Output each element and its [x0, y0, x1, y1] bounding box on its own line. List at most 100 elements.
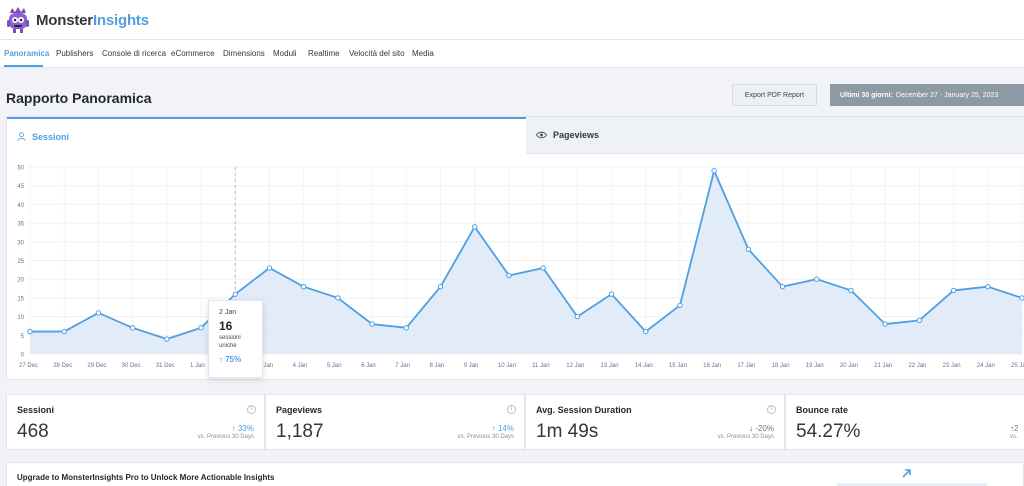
tooltip-value: 16 — [219, 319, 233, 333]
nav-item-panoramica[interactable]: Panoramica — [4, 49, 50, 58]
x-tick-label: 4 Jan — [293, 363, 308, 369]
stat-change-value: 2 — [1014, 424, 1019, 433]
x-tick-label: 11 Jan — [532, 363, 550, 369]
report-nav: Panoramica Publishers Console di ricerca… — [0, 40, 1024, 68]
nav-item-realtime[interactable]: Realtime — [308, 49, 340, 58]
stats-row: Sessioni 468 i ↑ 33% vs. Previous 30 Day… — [6, 394, 1024, 450]
x-tick-label: 31 Dec — [156, 363, 175, 369]
upgrade-banner: Upgrade to MonsterInsights Pro to Unlock… — [6, 462, 1024, 486]
y-tick-label: 20 — [17, 278, 24, 284]
page-title: Rapporto Panoramica — [6, 90, 152, 106]
tab-pageviews-label: Pageviews — [553, 130, 600, 140]
x-tick-label: 14 Jan — [635, 363, 653, 369]
date-range-dates: December 27 - January 25, 2023 — [895, 91, 999, 99]
tooltip-change: ↑ 75% — [219, 355, 242, 364]
nav-item-console-di-ricerca[interactable]: Console di ricerca — [102, 49, 167, 58]
stat-change-value: 33% — [237, 424, 254, 433]
x-tick-label: 24 Jan — [977, 363, 995, 369]
chart-tooltip: 2 Jan 16 sessioni uniche ↑ 75% — [208, 300, 263, 378]
data-point — [266, 265, 273, 271]
tab-pageviews[interactable]: Pageviews — [526, 117, 1024, 154]
export-pdf-button[interactable]: Export PDF Report — [732, 84, 817, 106]
nav-item-moduli[interactable]: Moduli — [273, 49, 297, 58]
info-icon[interactable]: i — [247, 405, 256, 414]
y-tick-label: 0 — [21, 353, 25, 359]
stat-value: 1,187 — [276, 421, 324, 442]
tab-sessions[interactable]: Sessioni — [7, 117, 526, 154]
upgrade-text[interactable]: Upgrade to MonsterInsights Pro to Unlock… — [17, 473, 275, 482]
upgrade-illustration — [837, 483, 987, 486]
tab-sessions-label: Sessioni — [32, 131, 70, 142]
stat-label: Pageviews — [276, 405, 323, 415]
stat-change-value: -20% — [755, 424, 774, 433]
x-tick-label: 27 Dec — [19, 363, 38, 369]
nav-item-media[interactable]: Media — [412, 49, 434, 58]
data-point — [677, 302, 683, 309]
x-tick-label: 12 Jan — [566, 363, 584, 369]
x-tick-label: 30 Dec — [122, 363, 141, 369]
stat-value: 468 — [17, 421, 49, 442]
stat-change: ↑ 33% — [232, 424, 254, 433]
stat-card-bounce-rate: Bounce rate 54.27% ↑2 vs. — [785, 394, 1024, 450]
date-range-button[interactable]: Ultimi 30 giorni: December 27 - January … — [830, 84, 1024, 106]
nav-item-publishers[interactable]: Publishers — [56, 49, 94, 58]
tooltip-label: sessioni uniche — [219, 335, 241, 349]
x-tick-label: 28 Dec — [53, 363, 72, 369]
stat-comparison: vs. Previous 30 Days — [457, 434, 514, 440]
top-bar: MonsterInsights — [0, 0, 1024, 40]
data-point — [711, 168, 717, 174]
x-tick-label: 18 Jan — [772, 363, 790, 369]
data-point — [506, 272, 512, 279]
data-point — [950, 287, 957, 294]
nav-item-dimensions[interactable]: Dimensions — [223, 49, 265, 58]
stat-label: Avg. Session Duration — [536, 405, 632, 415]
data-point — [335, 295, 341, 301]
x-tick-label: 7 Jan — [395, 363, 410, 369]
data-point — [27, 328, 33, 335]
data-point — [164, 336, 170, 342]
x-tick-label: 25 Jan — [1011, 363, 1024, 369]
data-point — [643, 328, 649, 335]
x-tick-label: 13 Jan — [601, 363, 619, 369]
stat-comparison: vs. Previous 30 Days — [717, 434, 774, 440]
data-point — [300, 283, 307, 290]
app-logo[interactable]: MonsterInsights — [6, 7, 149, 33]
nav-item-velocita-del-sito[interactable]: Velocità del sito — [349, 49, 405, 58]
x-tick-label: 29 Dec — [87, 363, 106, 369]
x-tick-label: 6 Jan — [361, 363, 376, 369]
y-tick-label: 25 — [17, 259, 24, 265]
info-icon[interactable]: i — [507, 405, 516, 414]
y-tick-label: 45 — [17, 184, 24, 190]
data-point — [437, 283, 444, 290]
tooltip-date: 2 Jan — [219, 309, 237, 316]
x-tick-label: 16 Jan — [703, 363, 721, 369]
monster-logo-icon — [7, 7, 29, 33]
data-point — [198, 325, 204, 331]
nav-active-underline — [4, 65, 43, 67]
stat-card-avg-session-duration: Avg. Session Duration 1m 49s i ↓ -20% vs… — [525, 394, 785, 450]
stat-change-value: 14% — [497, 424, 514, 433]
x-tick-label: 5 Jan — [327, 363, 342, 369]
info-icon[interactable]: i — [767, 405, 776, 414]
stat-comparison: vs. Previous 30 Days — [197, 434, 254, 440]
sessions-line-chart: 0 5 10 15 20 25 30 35 40 45 50 27 Dec 28 Dec 29 Dec 30… — [17, 166, 1024, 369]
x-tick-label: 10 Jan — [498, 363, 516, 369]
y-tick-label: 50 — [17, 166, 24, 172]
sessions-area — [30, 170, 1022, 354]
nav-item-ecommerce[interactable]: eCommerce — [171, 49, 215, 58]
eye-icon — [536, 131, 547, 139]
stat-value: 1m 49s — [536, 421, 599, 442]
x-tick-label: 23 Jan — [943, 363, 961, 369]
trend-arrow-icon — [902, 469, 911, 478]
x-tick-label: 15 Jan — [669, 363, 687, 369]
data-point — [129, 325, 136, 331]
stat-label: Bounce rate — [796, 405, 849, 415]
arrow-down-icon: ↓ — [749, 424, 754, 433]
logo-wordmark: MonsterInsights — [36, 11, 149, 29]
y-tick-label: 15 — [17, 296, 24, 302]
data-point — [848, 287, 854, 294]
data-point — [1019, 295, 1024, 301]
stat-value: 54.27% — [796, 421, 861, 442]
sessions-line — [30, 167, 1023, 340]
y-tick-label: 40 — [17, 203, 24, 209]
